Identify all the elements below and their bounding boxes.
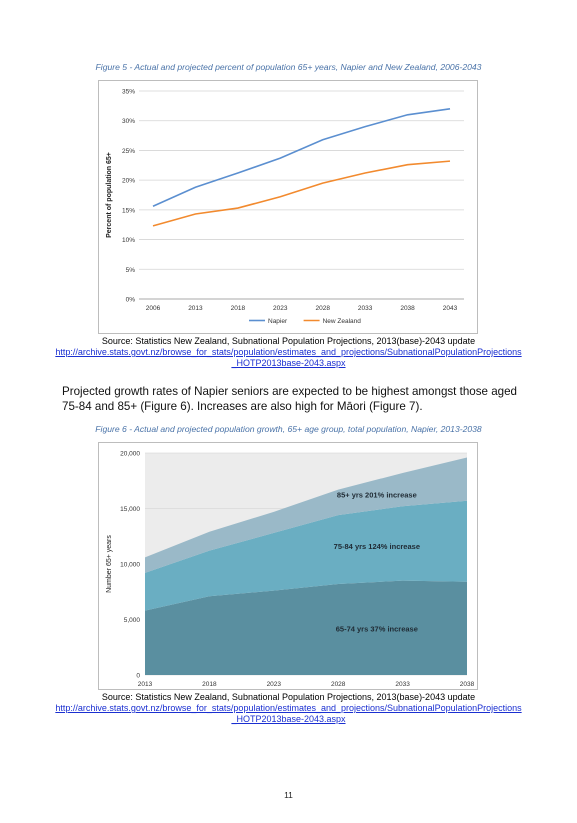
x-tick-label: 2006 [146,305,161,312]
figure6-source-link[interactable]: http://archive.stats.govt.nz/browse_for_… [55,703,522,724]
figure5-source-text: Source: Statistics New Zealand, Subnatio… [101,336,476,346]
y-tick-label: 5% [126,267,136,274]
y-tick-label: 0% [126,297,136,304]
y-tick-label: 20,000 [120,451,140,458]
x-tick-label: 2018 [231,305,246,312]
x-tick-label: 2043 [443,305,458,312]
y-tick-label: 10% [122,237,135,244]
figure6-source-text: Source: Statistics New Zealand, Subnatio… [101,692,476,702]
x-tick-label: 2023 [267,681,282,688]
x-tick-label: 2028 [331,681,346,688]
figure5-svg: 0% 5% 10% 15% 20% 25% 30% 35% 2006 2013 2018 2023 20… [106,89,464,325]
area-annotation: 65-74 yrs 37% increase [336,624,418,633]
y-tick-label: 10,000 [120,562,140,569]
series-line-napier [152,108,451,208]
y-axis-label: Number 65+ years [106,535,113,593]
figure5-chart: 0% 5% 10% 15% 20% 25% 30% 35% 2006 2013 2018 2023 20… [98,80,478,334]
figure6-caption: Figure 6 - Actual and projected populati… [95,424,482,434]
y-axis-label: Percent of population 65+ [106,152,113,238]
x-tick-label: 2028 [315,305,330,312]
y-tick-label: 35% [122,89,135,96]
x-tick-label: 2038 [400,305,415,312]
area-85plus-yrs [145,457,467,573]
legend-label: New Zealand [323,318,362,325]
body-paragraph: Projected growth rates of Napier seniors… [62,385,518,413]
y-tick-label: 25% [122,148,135,155]
x-tick-label: 2033 [358,305,373,312]
x-tick-label: 2033 [395,681,410,688]
y-tick-label: 15,000 [120,506,140,513]
x-tick-label: 2013 [138,681,153,688]
x-tick-label: 2013 [188,305,203,312]
area-annotation: 85+ yrs 201% increase [337,491,417,500]
y-tick-label: 5,000 [124,617,141,624]
x-tick-label: 2038 [460,681,475,688]
x-tick-label: 2018 [202,681,217,688]
series-line-new-zealand [152,160,451,227]
area-annotation: 75-84 yrs 124% increase [334,542,420,551]
y-tick-label: 20% [122,178,135,185]
y-tick-label: 0 [136,673,140,680]
figure5-source-link[interactable]: http://archive.stats.govt.nz/browse_for_… [55,347,522,368]
figure6-source: Source: Statistics New Zealand, Subnatio… [55,692,522,725]
legend-label: Napier [268,318,288,325]
y-tick-label: 30% [122,118,135,125]
y-tick-label: 15% [122,207,135,214]
figure5-caption: Figure 5 - Actual and projected percent … [95,62,482,72]
x-tick-label: 2023 [273,305,288,312]
figure6-svg: 0 5,000 10,000 15,000 20,000 65-74 yrs 37% in… [106,451,475,689]
area-65-74-yrs [145,580,467,675]
figure5-source: Source: Statistics New Zealand, Subnatio… [55,336,522,369]
figure6-chart: 0 5,000 10,000 15,000 20,000 65-74 yrs 37% in… [98,442,478,690]
page-number: 11 [284,790,293,800]
area-75-84-yrs [145,500,467,611]
